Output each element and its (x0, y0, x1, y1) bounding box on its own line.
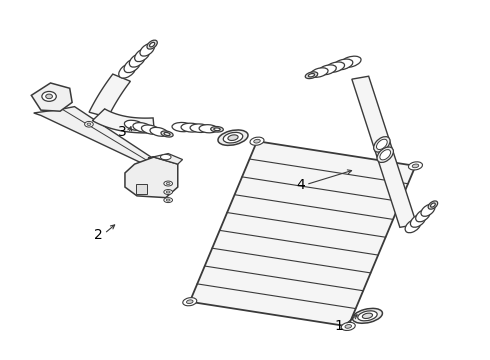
Ellipse shape (214, 128, 220, 131)
Text: 3: 3 (118, 125, 127, 139)
Ellipse shape (164, 181, 172, 186)
Ellipse shape (42, 91, 56, 101)
Ellipse shape (218, 130, 248, 145)
Ellipse shape (147, 40, 157, 49)
Ellipse shape (416, 209, 430, 222)
Ellipse shape (250, 137, 264, 145)
Ellipse shape (85, 121, 93, 127)
Ellipse shape (166, 199, 170, 201)
Polygon shape (148, 154, 183, 164)
Ellipse shape (374, 137, 390, 152)
Ellipse shape (340, 56, 361, 67)
Ellipse shape (133, 123, 152, 132)
Ellipse shape (87, 123, 91, 126)
Ellipse shape (341, 322, 355, 330)
Ellipse shape (140, 44, 154, 56)
Ellipse shape (142, 125, 160, 134)
Ellipse shape (345, 325, 351, 328)
Ellipse shape (405, 219, 421, 233)
Polygon shape (93, 109, 154, 133)
Ellipse shape (149, 42, 155, 47)
Ellipse shape (129, 53, 145, 67)
Ellipse shape (305, 72, 318, 78)
Ellipse shape (164, 189, 172, 194)
Ellipse shape (183, 298, 197, 306)
Polygon shape (352, 76, 416, 227)
Ellipse shape (124, 120, 145, 130)
Polygon shape (190, 141, 416, 327)
Text: 4: 4 (296, 178, 305, 192)
Ellipse shape (325, 62, 344, 72)
Ellipse shape (124, 58, 141, 73)
Ellipse shape (187, 300, 193, 303)
Ellipse shape (199, 125, 218, 133)
Ellipse shape (380, 150, 391, 160)
Ellipse shape (166, 183, 170, 185)
Ellipse shape (166, 191, 170, 193)
Ellipse shape (377, 147, 393, 162)
Ellipse shape (228, 135, 238, 140)
Ellipse shape (119, 63, 136, 78)
Ellipse shape (254, 139, 260, 143)
Polygon shape (125, 157, 178, 198)
Ellipse shape (411, 214, 426, 227)
Polygon shape (34, 107, 154, 168)
Ellipse shape (421, 204, 435, 216)
Ellipse shape (164, 132, 170, 135)
Ellipse shape (409, 162, 422, 170)
Ellipse shape (358, 311, 377, 321)
Ellipse shape (172, 122, 193, 132)
Ellipse shape (135, 49, 150, 62)
Ellipse shape (181, 123, 201, 132)
Text: 1: 1 (334, 319, 343, 333)
Ellipse shape (376, 139, 387, 149)
Ellipse shape (428, 201, 438, 209)
Ellipse shape (363, 313, 372, 319)
Ellipse shape (211, 126, 223, 132)
Ellipse shape (431, 203, 435, 207)
Ellipse shape (308, 73, 315, 77)
Ellipse shape (190, 124, 210, 132)
Ellipse shape (46, 94, 52, 99)
Ellipse shape (311, 68, 328, 77)
Ellipse shape (150, 127, 168, 136)
Ellipse shape (164, 198, 172, 203)
Ellipse shape (352, 309, 382, 323)
Ellipse shape (333, 59, 353, 70)
Ellipse shape (412, 164, 419, 168)
Ellipse shape (318, 65, 336, 75)
Polygon shape (136, 184, 147, 194)
Polygon shape (31, 83, 72, 111)
Ellipse shape (161, 131, 173, 137)
Text: 2: 2 (94, 228, 103, 242)
Polygon shape (89, 74, 130, 117)
Ellipse shape (223, 132, 243, 143)
Ellipse shape (161, 154, 171, 160)
